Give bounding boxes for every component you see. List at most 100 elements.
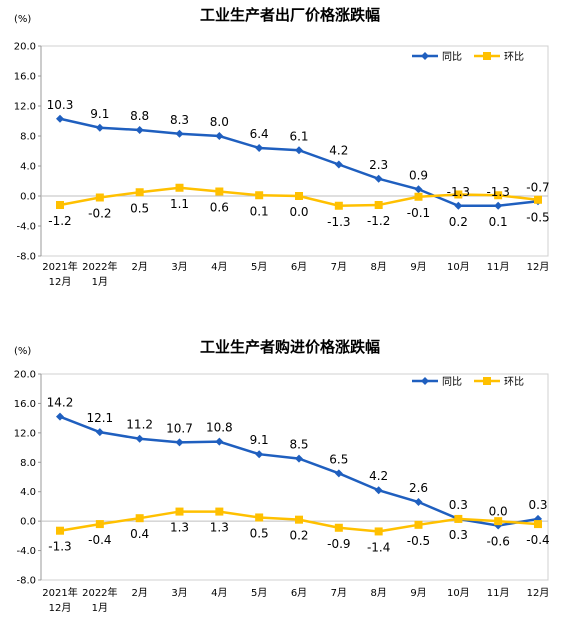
legend-marker — [421, 377, 429, 385]
y-tick-label: 12.0 — [14, 102, 36, 113]
data-label-mom: 0.6 — [210, 201, 229, 215]
data-label-yoy: 12.1 — [86, 411, 113, 425]
data-point-mom — [135, 188, 144, 197]
data-point-mom — [255, 513, 264, 522]
chart-title: 工业生产者出厂价格涨跌幅 — [200, 6, 380, 24]
data-point-mom — [414, 192, 423, 201]
ppi-input-chart: 工业生产者购进价格涨跌幅 (%) -8.0 -4.0 0.0 4.0 8.0 12.0 16.0… — [0, 330, 563, 620]
data-label-mom: -1.3 — [327, 215, 350, 229]
legend-label: 同比 — [442, 376, 462, 388]
data-point-mom — [215, 507, 224, 516]
data-point-yoy — [95, 123, 104, 132]
y-unit-label: (%) — [14, 14, 31, 25]
data-point-mom — [494, 191, 503, 200]
y-tick-label: -4.0 — [16, 222, 36, 233]
data-label-mom: 0.4 — [130, 527, 149, 541]
data-point-yoy — [215, 437, 224, 446]
data-label-yoy: 2.6 — [409, 481, 428, 495]
data-point-yoy — [534, 514, 542, 523]
x-tick-label: 12月 — [527, 261, 550, 273]
x-tick-label: 3月 — [171, 587, 187, 599]
data-label-yoy: 9.1 — [90, 107, 109, 121]
data-point-mom — [334, 523, 343, 532]
x-tick-label: 2021年 — [42, 586, 77, 599]
data-label-mom: -1.3 — [48, 540, 71, 554]
data-point-mom — [295, 192, 303, 200]
x-tick-label: 7月 — [331, 261, 347, 273]
x-tick-label: 1月 — [92, 602, 108, 614]
x-tick-label: 2022年 — [82, 260, 117, 273]
data-point-yoy — [295, 146, 303, 155]
data-point-yoy — [175, 129, 184, 138]
x-tick-label: 4月 — [211, 587, 227, 599]
y-tick-label: -8.0 — [16, 576, 36, 587]
data-label-yoy: 8.5 — [289, 438, 308, 452]
data-label-yoy: 0.0 — [489, 505, 508, 519]
data-label-yoy: 8.3 — [170, 113, 189, 127]
x-tick-label: 10月 — [447, 587, 470, 599]
x-tick-label: 12月 — [49, 602, 72, 614]
data-point-mom — [56, 201, 64, 209]
legend-marker — [483, 377, 491, 385]
data-label-yoy: 8.0 — [210, 115, 229, 129]
data-label-yoy: 11.2 — [126, 418, 153, 432]
y-tick-label: 8.0 — [20, 458, 36, 469]
y-tick-label: -8.0 — [16, 252, 36, 263]
data-label-mom: -0.6 — [486, 535, 509, 549]
data-label-yoy: 0.3 — [449, 498, 468, 512]
x-tick-label: 2021年 — [42, 260, 77, 273]
plot-frame — [40, 373, 549, 581]
legend-label: 环比 — [504, 51, 524, 63]
data-label-yoy: 2.3 — [369, 158, 388, 172]
data-point-mom — [494, 517, 503, 526]
data-label-yoy: 0.9 — [409, 168, 428, 182]
x-tick-label: 6月 — [291, 261, 307, 273]
data-point-yoy — [414, 498, 423, 507]
data-label-mom: 0.0 — [289, 205, 308, 219]
y-tick-label: -4.0 — [16, 546, 36, 557]
chart-svg: 工业生产者出厂价格涨跌幅 (%) -8.0 -4.0 0.0 4.0 8.0 12.0 16.0… — [14, 6, 550, 288]
data-label-yoy: 10.3 — [47, 98, 74, 112]
data-label-mom: 0.1 — [250, 204, 269, 218]
data-label-yoy: 0.3 — [528, 498, 547, 512]
data-label-mom: -0.5 — [526, 210, 549, 224]
legend-label: 同比 — [442, 51, 462, 63]
data-label-yoy: 14.2 — [47, 396, 74, 410]
data-point-mom — [534, 195, 542, 204]
x-tick-label: 11月 — [487, 261, 510, 273]
data-point-mom — [175, 507, 184, 516]
data-point-mom — [374, 527, 383, 536]
data-point-mom — [56, 526, 64, 535]
x-tick-label: 1月 — [92, 276, 108, 288]
data-label-yoy: 4.2 — [329, 144, 348, 158]
data-point-mom — [534, 520, 542, 529]
y-tick-label: 4.0 — [20, 162, 36, 173]
x-tick-label: 9月 — [410, 261, 426, 273]
data-label-yoy: -1.3 — [486, 185, 509, 199]
data-point-mom — [215, 187, 224, 196]
data-label-yoy: -0.7 — [526, 180, 549, 194]
legend-marker — [483, 52, 491, 60]
data-label-mom: -1.2 — [367, 214, 390, 228]
data-point-yoy — [135, 434, 144, 443]
data-label-yoy: 4.2 — [369, 469, 388, 483]
x-tick-label: 8月 — [370, 261, 386, 273]
data-point-yoy — [454, 201, 463, 210]
data-label-mom: 1.3 — [170, 521, 189, 535]
data-label-mom: -1.2 — [48, 214, 71, 228]
data-point-mom — [255, 191, 264, 200]
data-label-mom: 1.3 — [210, 521, 229, 535]
data-label-yoy: -1.3 — [447, 185, 470, 199]
data-label-yoy: 6.4 — [250, 127, 269, 141]
x-tick-label: 5月 — [251, 261, 267, 273]
data-label-yoy: 6.1 — [289, 129, 308, 143]
data-label-mom: 0.2 — [289, 529, 308, 543]
chart-title: 工业生产者购进价格涨跌幅 — [200, 338, 380, 356]
y-tick-label: 0.0 — [20, 192, 36, 203]
data-label-yoy: 9.1 — [250, 433, 269, 447]
data-point-yoy — [334, 160, 343, 169]
data-point-mom — [454, 190, 463, 199]
x-tick-label: 9月 — [410, 587, 426, 599]
data-label-yoy: 6.5 — [329, 452, 348, 466]
y-tick-label: 16.0 — [14, 399, 36, 410]
